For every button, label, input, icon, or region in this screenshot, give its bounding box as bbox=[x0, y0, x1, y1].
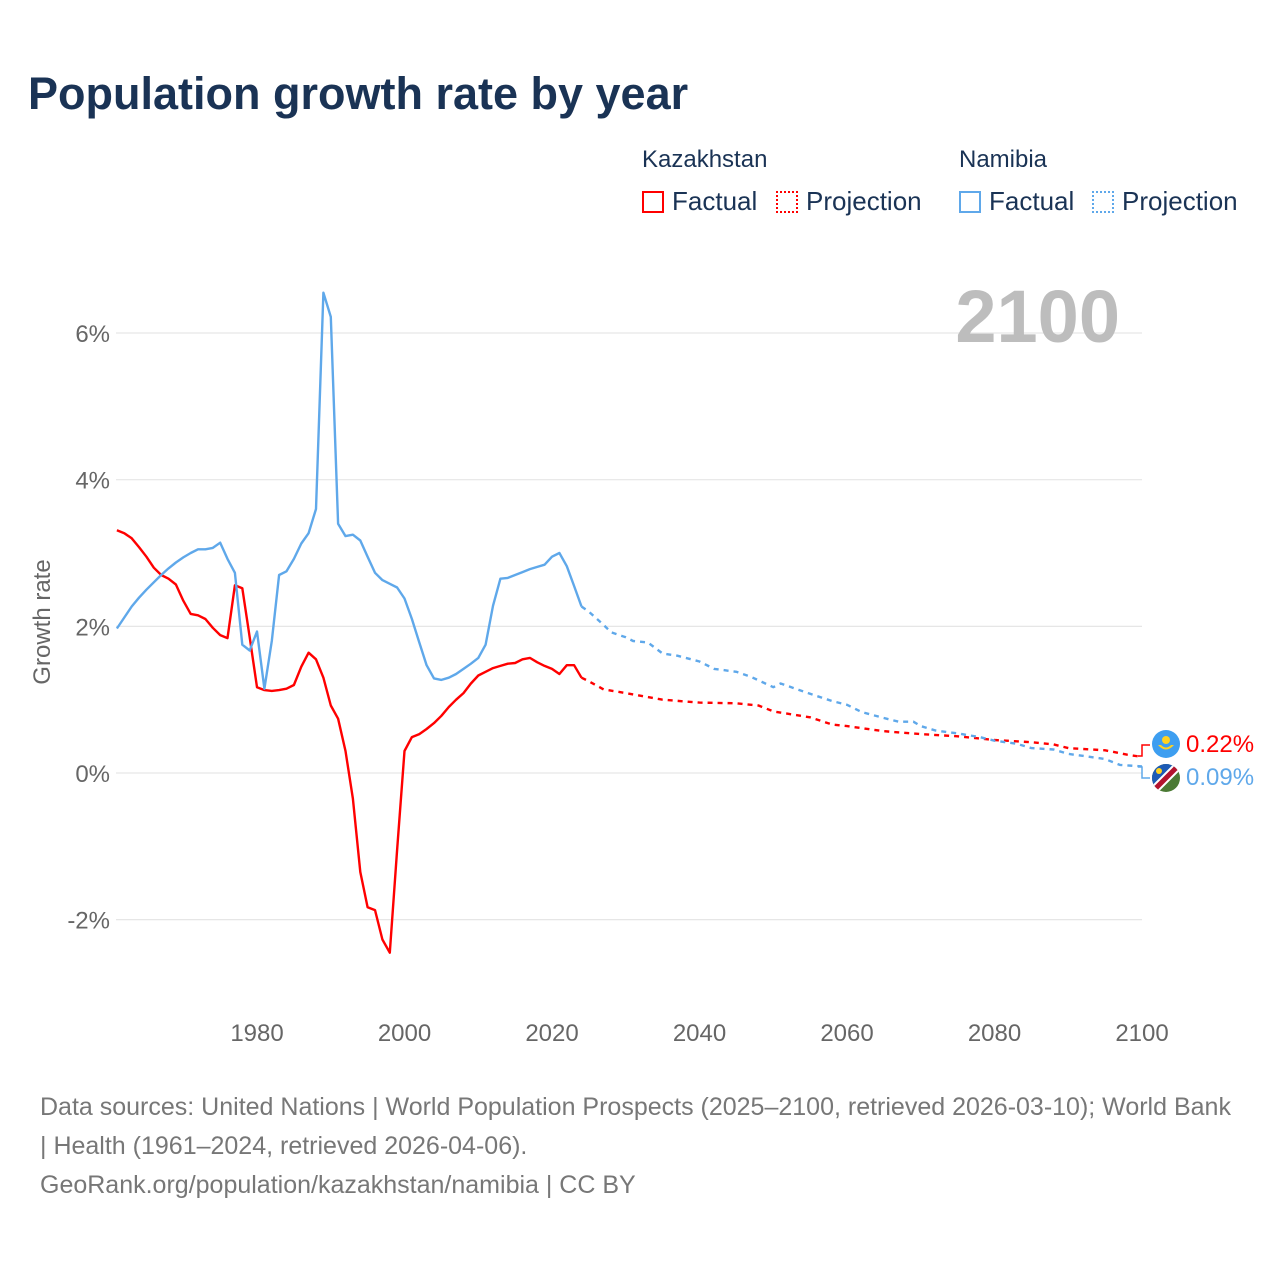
namibia-end-value: 0.09% bbox=[1186, 764, 1254, 791]
legend-label: Projection bbox=[806, 186, 922, 216]
namibia-flag-icon bbox=[1152, 764, 1180, 792]
solid-swatch-icon bbox=[642, 190, 664, 213]
legend-kazakhstan-factual[interactable]: Factual bbox=[642, 186, 757, 217]
kazakhstan-flag-icon bbox=[1152, 730, 1180, 758]
legend-kazakhstan-projection[interactable]: Projection bbox=[776, 186, 922, 217]
series-line-kazakhstan-factual bbox=[116, 529, 583, 954]
y-axis-label: Growth rate bbox=[29, 559, 56, 684]
x-tick-label: 2100 bbox=[1115, 1020, 1168, 1047]
legend-label: Factual bbox=[989, 186, 1075, 216]
legend-label: Projection bbox=[1122, 186, 1238, 216]
year-indicator: 2100 bbox=[955, 275, 1120, 358]
attribution-link[interactable]: GeoRank.org/population/kazakhstan/namibi… bbox=[40, 1171, 636, 1199]
series-line-namibia-factual bbox=[115, 291, 583, 690]
data-sources: Data sources: United Nations | World Pop… bbox=[40, 1088, 1240, 1205]
x-tick-label: 1980 bbox=[230, 1020, 283, 1047]
x-tick-label: 2020 bbox=[525, 1020, 578, 1047]
kazakhstan-connector bbox=[1138, 744, 1150, 757]
y-tick-label: 4% bbox=[75, 468, 110, 495]
series-line-kazakhstan-projection bbox=[580, 676, 1143, 759]
y-tick-label: 2% bbox=[75, 614, 110, 641]
namibia-connector bbox=[1138, 766, 1150, 779]
kazakhstan-end-value: 0.22% bbox=[1186, 731, 1254, 758]
y-tick-label: -2% bbox=[67, 908, 110, 935]
legend-group-kazakhstan: Kazakhstan bbox=[642, 146, 768, 173]
x-tick-label: 2060 bbox=[820, 1020, 873, 1047]
solid-swatch-icon bbox=[959, 190, 981, 213]
sources-text: Data sources: United Nations | World Pop… bbox=[40, 1093, 1231, 1160]
legend-namibia-factual[interactable]: Factual bbox=[959, 186, 1074, 217]
y-tick-label: 6% bbox=[75, 321, 110, 348]
legend-namibia-projection[interactable]: Projection bbox=[1092, 186, 1238, 217]
x-tick-label: 2040 bbox=[673, 1020, 726, 1047]
legend-label: Factual bbox=[672, 186, 758, 216]
legend-group-namibia: Namibia bbox=[959, 146, 1048, 173]
chart-title: Population growth rate by year bbox=[28, 68, 689, 119]
series-line-namibia-projection bbox=[580, 605, 1143, 768]
y-tick-label: 0% bbox=[75, 761, 110, 788]
x-tick-label: 2000 bbox=[378, 1020, 431, 1047]
x-tick-label: 2080 bbox=[968, 1020, 1021, 1047]
dotted-swatch-icon bbox=[776, 190, 798, 213]
dotted-swatch-icon bbox=[1092, 190, 1114, 213]
